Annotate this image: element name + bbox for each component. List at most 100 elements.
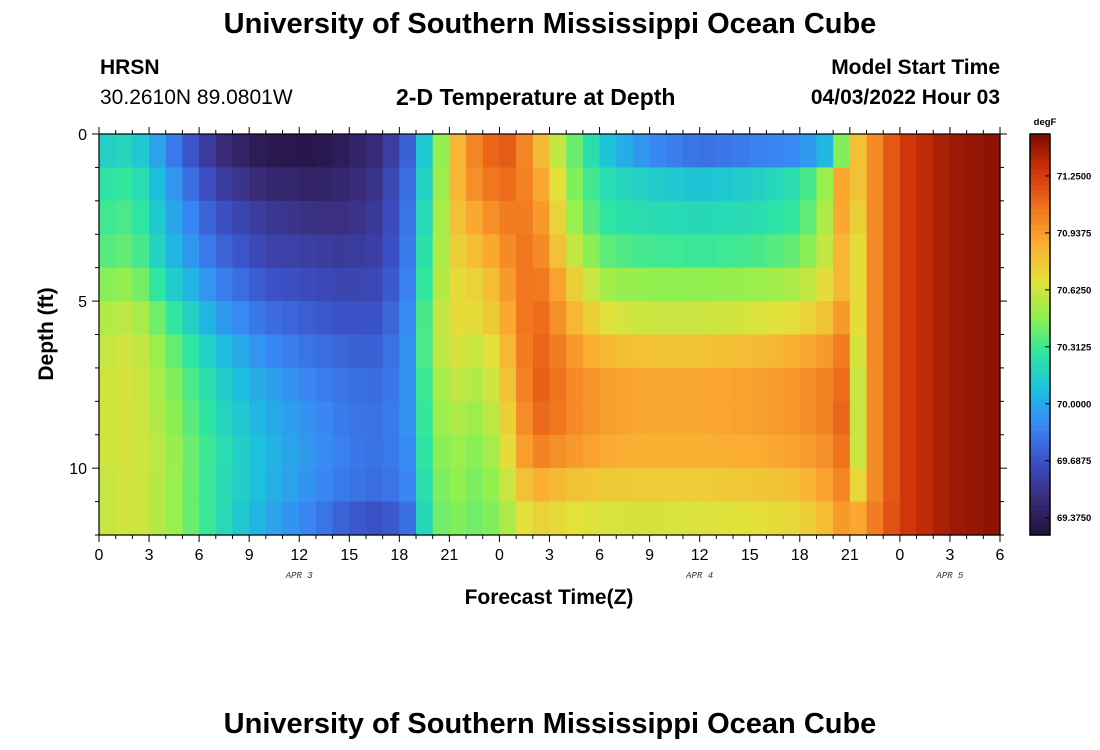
heatmap-cell [716,167,734,202]
heatmap-cell [666,200,684,235]
heatmap-cell [399,167,417,202]
colorbar-segment [1030,354,1050,361]
heatmap-cell [816,468,834,503]
heatmap-cell [666,401,684,436]
heatmap-cell [282,267,300,302]
heatmap-cell [265,301,284,336]
heatmap-cell [382,434,400,469]
heatmap-cell [482,200,501,235]
heatmap-cell [349,434,367,469]
heatmap-cell [599,367,617,402]
heatmap-cell [933,234,951,269]
heatmap-cell [165,434,184,469]
heatmap-cell [699,301,717,336]
colorbar-segment [1030,349,1050,356]
heatmap-cell [599,200,617,235]
colorbar-segment [1030,309,1050,316]
heatmap-cell [299,434,317,469]
heatmap-cell [866,501,884,536]
colorbar-segment [1030,479,1050,486]
colorbar-segment [1030,414,1050,421]
colorbar-segment [1030,204,1050,210]
heatmap-cell [199,167,217,202]
heatmap-cell [132,267,150,302]
heatmap-cell [99,267,117,302]
heatmap-cell [983,501,1001,536]
heatmap-cell [899,134,918,169]
heatmap-cell [132,134,150,169]
heatmap-cell [449,334,467,369]
heatmap-cell [632,334,651,369]
heatmap-cell [466,167,484,202]
heatmap-cell [616,200,634,235]
heatmap-cell [966,468,984,503]
heatmap-cell [733,301,751,336]
heatmap-cell [516,301,534,336]
colorbar-tick-label: 71.2500 [1057,171,1091,182]
heatmap-cell [916,501,934,536]
heatmap-cell [983,301,1001,336]
model-start-label: Model Start Time [831,56,1000,79]
heatmap-cell [149,334,167,369]
heatmap-cell [883,367,901,402]
heatmap-cell [632,301,651,336]
heatmap-cell [566,468,584,503]
heatmap-cell [983,401,1001,436]
heatmap-cell [833,167,851,202]
heatmap-cell [783,200,801,235]
heatmap-cell [315,468,334,503]
heatmap-cell [566,401,584,436]
heatmap-cell [783,301,801,336]
heatmap-cell [632,401,651,436]
heatmap-cell [566,301,584,336]
heatmap-cell [516,234,534,269]
heatmap-cell [466,434,484,469]
heatmap-cell [649,200,667,235]
colorbar-segment [1030,159,1050,165]
heatmap-cell [682,200,701,235]
heatmap-cell [115,301,133,336]
heatmap-cell [299,200,317,235]
heatmap-cell [449,200,467,235]
heatmap-cell [165,267,184,302]
heatmap-cell [833,334,851,369]
x-tick-label: 3 [945,547,954,564]
heatmap-cell [699,167,717,202]
heatmap-cell [599,134,617,169]
heatmap-cell [249,367,267,402]
heatmap-cell [699,468,717,503]
heatmap-cell [749,267,768,302]
heatmap-cell [799,434,818,469]
heatmap-cell [966,334,984,369]
heatmap-cell [699,267,717,302]
heatmap-cell [582,267,601,302]
heatmap-cell [416,301,434,336]
heatmap-cell [282,234,300,269]
heatmap-cell [382,501,400,536]
heatmap-cell [149,367,167,402]
heatmap-cell [749,301,768,336]
heatmap-cell [466,334,484,369]
heatmap-cell [866,267,884,302]
heatmap-cell [716,301,734,336]
heatmap-cell [649,301,667,336]
heatmap-cell [833,301,851,336]
heatmap-cell [682,401,701,436]
heatmap-cell [799,334,818,369]
heatmap-cell [966,401,984,436]
heatmap-cell [99,367,117,402]
heatmap-cell [766,200,784,235]
heatmap-cell [165,468,184,503]
heatmap-cell [649,134,667,169]
heatmap-cell [215,134,234,169]
heatmap-cell [499,267,517,302]
heatmap-cell [466,200,484,235]
heatmap-cell [466,234,484,269]
heatmap-cell [682,234,701,269]
heatmap-cell [349,301,367,336]
heatmap-cell [716,134,734,169]
heatmap-cell [649,401,667,436]
heatmap-cell [416,134,434,169]
heatmap-cell [849,401,868,436]
colorbar-segment [1030,509,1050,516]
